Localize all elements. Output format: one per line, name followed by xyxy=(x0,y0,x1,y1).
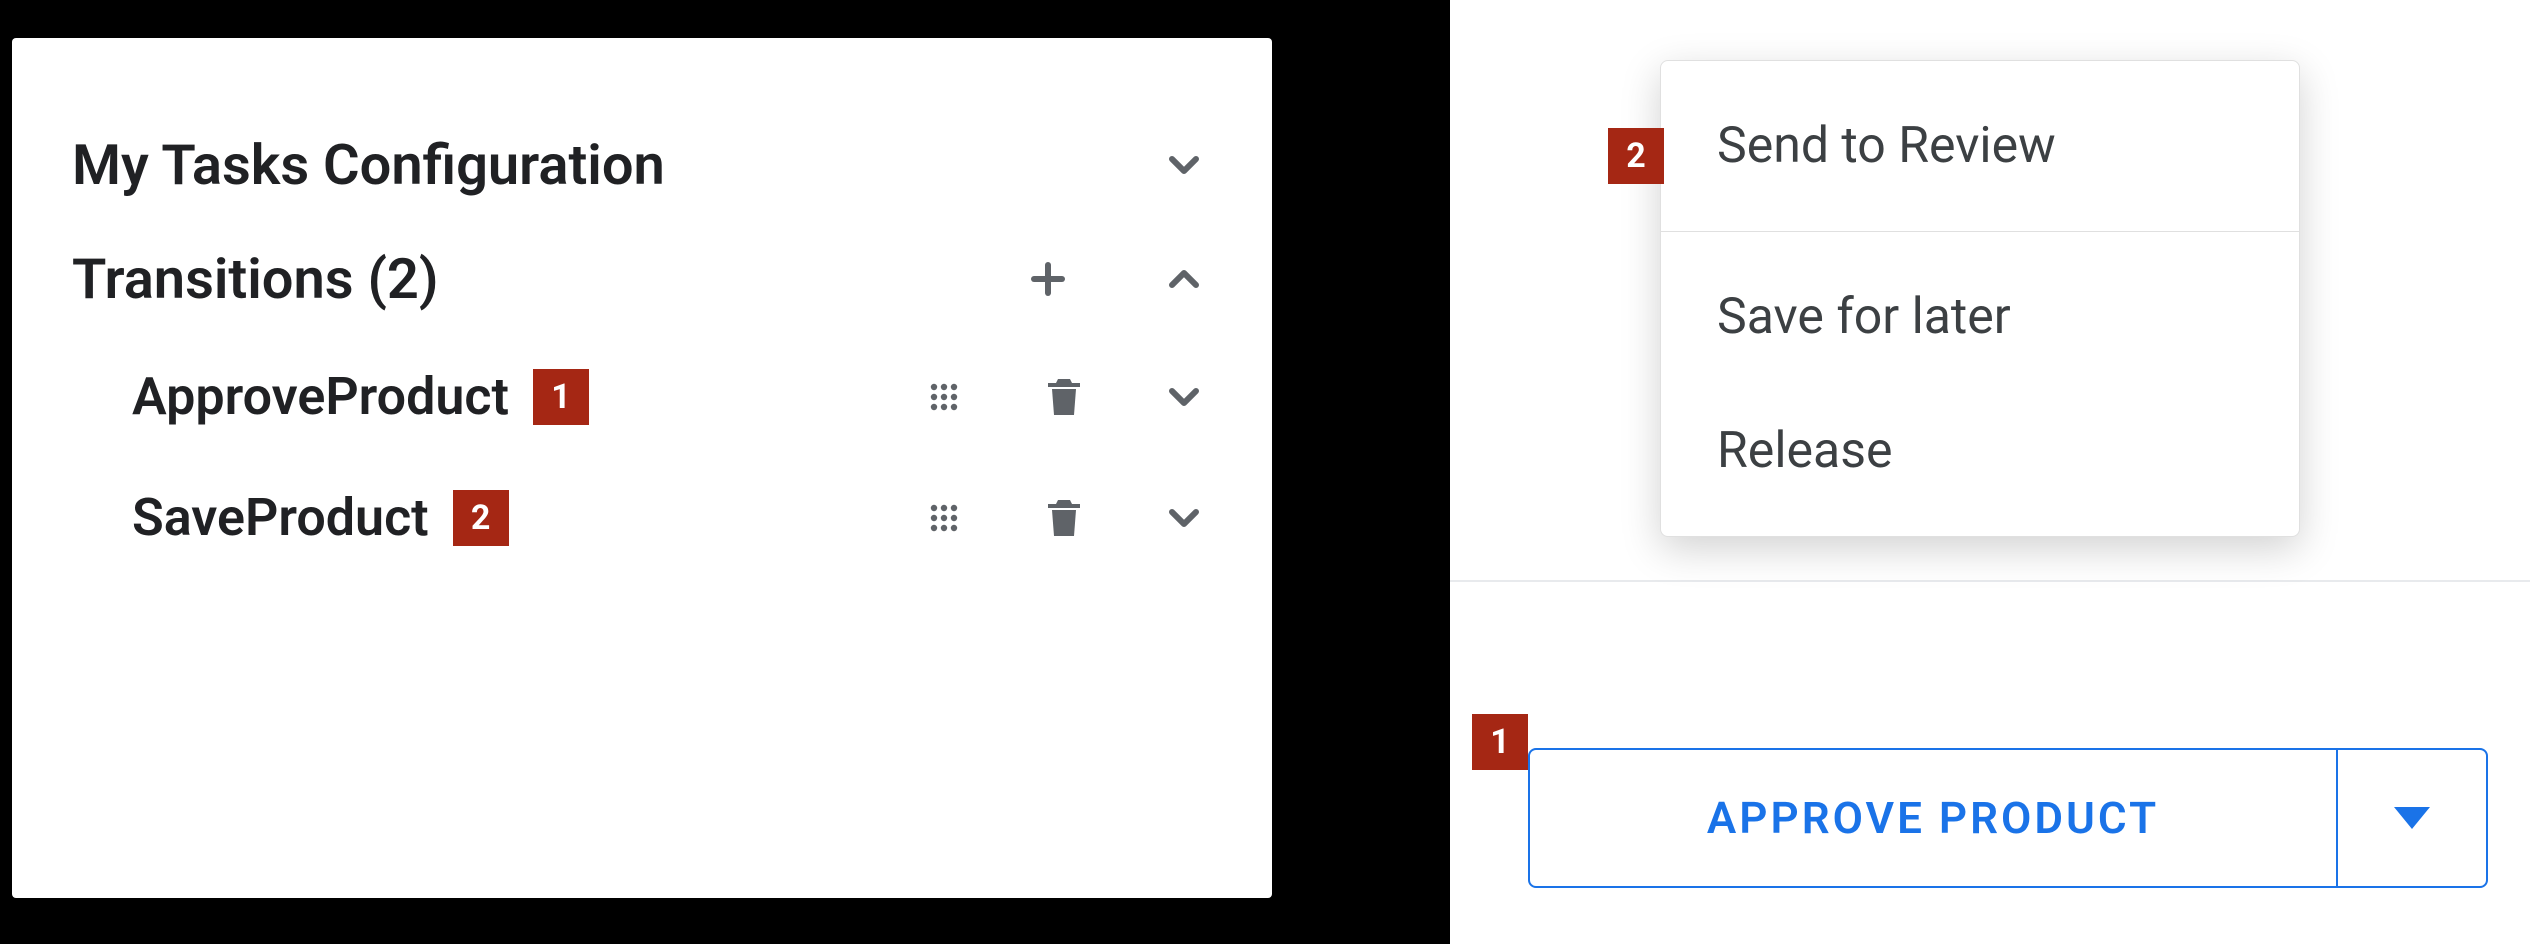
section-title-transitions: Transitions (2) xyxy=(72,246,439,312)
transition-row[interactable]: ApproveProduct 1 xyxy=(72,336,1212,457)
chevron-up-icon[interactable] xyxy=(1156,251,1212,307)
annotation-badge: 1 xyxy=(1472,714,1528,770)
approve-product-dropdown-toggle[interactable] xyxy=(2336,750,2486,886)
chevron-down-icon[interactable] xyxy=(1156,369,1212,425)
chevron-down-icon[interactable] xyxy=(1156,490,1212,546)
plus-icon[interactable] xyxy=(1020,251,1076,307)
section-transitions[interactable]: Transitions (2) xyxy=(72,222,1212,336)
approve-product-button[interactable]: APPROVE PRODUCT xyxy=(1530,750,2336,886)
transition-name-approve: ApproveProduct 1 xyxy=(132,366,589,427)
caret-down-icon xyxy=(2394,807,2430,829)
dropdown-menu: Send to Review Save for later Release xyxy=(1660,60,2300,537)
chevron-down-icon[interactable] xyxy=(1156,137,1212,193)
config-panel: My Tasks Configuration Transitions (2) xyxy=(12,38,1272,898)
section-my-tasks[interactable]: My Tasks Configuration xyxy=(72,108,1212,222)
transition-name-save: SaveProduct 2 xyxy=(132,487,509,548)
trash-icon[interactable] xyxy=(1036,369,1092,425)
section-actions xyxy=(1156,137,1212,193)
approve-product-split-button: APPROVE PRODUCT xyxy=(1528,748,2488,888)
row-actions xyxy=(916,490,1212,546)
transition-row[interactable]: SaveProduct 2 xyxy=(72,457,1212,578)
trash-icon[interactable] xyxy=(1036,490,1092,546)
drag-handle-icon[interactable] xyxy=(916,490,972,546)
drag-handle-icon[interactable] xyxy=(916,369,972,425)
transition-label: ApproveProduct xyxy=(132,366,509,427)
stage: My Tasks Configuration Transitions (2) xyxy=(0,0,2530,944)
divider xyxy=(1450,580,2530,582)
menu-item-release[interactable]: Release xyxy=(1661,402,2299,536)
row-actions xyxy=(916,369,1212,425)
section-title-my-tasks: My Tasks Configuration xyxy=(72,132,665,198)
annotation-badge: 2 xyxy=(453,490,509,546)
section-actions xyxy=(1020,251,1212,307)
transition-label: SaveProduct xyxy=(132,487,429,548)
preview-area: Send to Review Save for later Release 2 … xyxy=(1450,0,2530,944)
menu-item-save-for-later[interactable]: Save for later xyxy=(1661,232,2299,402)
annotation-badge: 2 xyxy=(1608,128,1664,184)
annotation-badge: 1 xyxy=(533,369,589,425)
menu-item-send-to-review[interactable]: Send to Review xyxy=(1661,61,2299,232)
